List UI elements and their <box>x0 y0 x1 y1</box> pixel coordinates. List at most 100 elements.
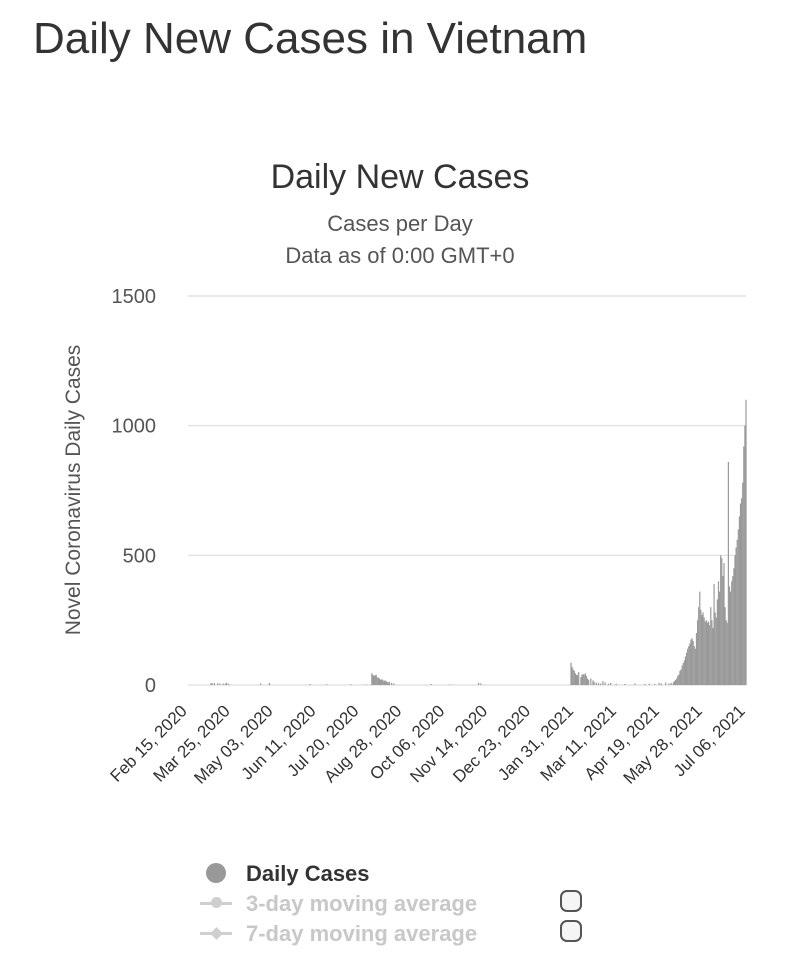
y-tick-label: 500 <box>123 545 156 567</box>
toggle-7-day-average[interactable] <box>560 920 582 942</box>
bar <box>588 679 590 685</box>
chart-title: Daily New Cases <box>271 158 530 196</box>
bar <box>694 648 696 685</box>
bar <box>644 683 646 685</box>
bar <box>648 683 650 685</box>
bar <box>634 683 636 685</box>
bar <box>590 678 592 685</box>
bar <box>674 679 677 685</box>
legend-label: 3-day moving average <box>246 891 478 916</box>
bar <box>584 673 586 685</box>
bar <box>386 681 388 685</box>
legend-item-7-day-average[interactable]: 7-day moving average <box>200 918 620 948</box>
bar <box>701 614 703 685</box>
bar <box>726 622 728 685</box>
bar <box>624 683 626 685</box>
bar <box>672 682 674 685</box>
bar <box>382 679 384 685</box>
bar <box>737 529 739 685</box>
bar <box>260 683 262 685</box>
bar <box>615 683 617 685</box>
bar <box>371 673 373 685</box>
bar <box>572 669 574 685</box>
bar <box>713 583 715 685</box>
bar <box>597 682 600 685</box>
bar <box>695 633 698 685</box>
bar <box>595 682 597 685</box>
bar <box>699 591 701 685</box>
bar <box>739 503 742 685</box>
bar <box>309 683 311 685</box>
bar <box>703 617 705 685</box>
bar <box>430 683 432 685</box>
bar <box>376 677 378 685</box>
bar <box>326 684 328 685</box>
y-axis-ticks: 0 500 1000 1500 <box>112 286 157 697</box>
bar <box>704 621 706 685</box>
bar <box>714 612 716 685</box>
bar <box>676 678 678 685</box>
bar <box>721 557 723 685</box>
bar <box>385 681 387 685</box>
bar <box>570 662 572 685</box>
bar <box>449 684 451 685</box>
bars <box>210 399 747 685</box>
line-circle-marker-icon <box>200 897 232 908</box>
bar <box>592 680 594 685</box>
bar <box>350 684 352 685</box>
bar <box>680 669 682 685</box>
bar <box>222 683 224 685</box>
bar <box>673 681 676 685</box>
bar <box>702 612 704 685</box>
bar <box>728 586 731 685</box>
bar <box>654 683 656 685</box>
bar <box>577 675 579 685</box>
bar <box>571 666 573 685</box>
bar <box>729 591 732 685</box>
bar <box>724 607 726 685</box>
y-tick-label: 0 <box>145 675 156 697</box>
bar <box>670 682 672 685</box>
bar <box>384 680 386 685</box>
line-diamond-marker-icon <box>200 927 232 940</box>
bar <box>690 639 692 685</box>
bar <box>377 677 379 685</box>
bar <box>210 682 212 685</box>
bar <box>387 682 389 685</box>
bar <box>660 683 662 685</box>
chart-subtitle: Cases per Day <box>327 211 473 236</box>
bar <box>710 607 712 685</box>
bar <box>602 681 604 685</box>
bar <box>693 646 695 685</box>
bar <box>217 683 219 685</box>
y-axis-label: Novel Coronavirus Daily Cases <box>62 345 85 636</box>
bar <box>380 679 382 685</box>
toggle-3-day-average[interactable] <box>560 890 582 912</box>
bar <box>224 683 227 685</box>
bar <box>718 591 721 685</box>
bar <box>213 682 216 685</box>
bar <box>477 682 480 685</box>
bar <box>744 425 746 685</box>
bar <box>725 620 727 685</box>
bar <box>700 609 702 685</box>
bar <box>219 683 221 685</box>
bar <box>716 599 718 685</box>
legend-label: Daily Cases <box>246 861 370 886</box>
bar <box>665 682 667 685</box>
bar <box>383 681 385 685</box>
legend-item-3-day-average[interactable]: 3-day moving average <box>200 888 620 918</box>
bar <box>705 620 707 685</box>
bar <box>711 620 713 685</box>
bar <box>706 622 709 685</box>
bar <box>742 482 744 685</box>
bar <box>691 638 693 685</box>
bar <box>696 620 699 685</box>
bar <box>575 674 578 685</box>
bar <box>735 547 737 685</box>
legend-item-daily-cases[interactable]: Daily Cases <box>200 858 620 888</box>
bar <box>658 682 660 685</box>
bar <box>736 539 738 685</box>
bar <box>393 683 395 685</box>
bar <box>727 461 729 685</box>
